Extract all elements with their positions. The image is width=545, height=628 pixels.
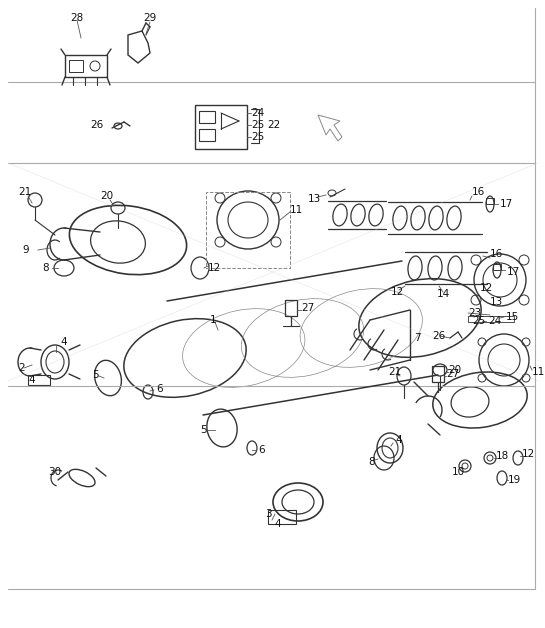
Bar	[493, 264, 501, 270]
Text: 30: 30	[48, 467, 61, 477]
Text: 4: 4	[395, 435, 402, 445]
Text: 13: 13	[490, 297, 503, 307]
Text: 13: 13	[308, 194, 321, 204]
Text: 4: 4	[60, 337, 66, 347]
Bar	[206, 192, 290, 268]
Bar	[486, 198, 494, 204]
Text: 12: 12	[522, 449, 535, 459]
Text: 26: 26	[432, 331, 445, 341]
Text: 14: 14	[437, 289, 450, 299]
Text: 6: 6	[156, 384, 162, 394]
Bar	[432, 366, 444, 382]
Bar	[65, 55, 107, 77]
Text: 26: 26	[90, 120, 103, 130]
Text: 20: 20	[100, 191, 113, 201]
Text: 12: 12	[391, 287, 404, 297]
Bar	[69, 60, 83, 72]
Text: 20: 20	[448, 365, 461, 375]
Text: 12: 12	[208, 263, 221, 273]
Text: 28: 28	[70, 13, 83, 23]
Text: 11: 11	[532, 367, 545, 377]
Text: 4: 4	[28, 375, 35, 385]
Text: 10: 10	[452, 467, 465, 477]
Text: 15: 15	[506, 312, 519, 322]
Text: 22: 22	[267, 120, 280, 130]
Text: 8: 8	[368, 457, 374, 467]
Text: 27: 27	[446, 369, 459, 379]
Text: 2: 2	[18, 363, 25, 373]
Text: 3: 3	[265, 509, 271, 519]
Text: 8: 8	[42, 263, 49, 273]
Text: 9: 9	[22, 245, 29, 255]
Text: 7: 7	[414, 333, 421, 343]
Text: 1: 1	[210, 315, 216, 325]
Text: 24: 24	[251, 108, 264, 118]
Text: 4: 4	[274, 519, 281, 529]
Text: 23: 23	[468, 308, 481, 318]
Text: 5: 5	[200, 425, 207, 435]
Bar	[268, 510, 296, 524]
Text: 12: 12	[480, 283, 493, 293]
Text: 25: 25	[472, 316, 485, 326]
Text: 21: 21	[388, 367, 401, 377]
Text: 16: 16	[472, 187, 485, 197]
Text: 25: 25	[251, 132, 264, 142]
Bar	[468, 316, 514, 322]
Text: 21: 21	[18, 187, 31, 197]
Bar	[195, 105, 247, 149]
Text: 16: 16	[490, 249, 503, 259]
Text: 18: 18	[496, 451, 509, 461]
Bar	[285, 300, 297, 316]
Text: 6: 6	[258, 445, 265, 455]
Bar	[28, 375, 50, 385]
Text: 19: 19	[508, 475, 521, 485]
Text: 24: 24	[488, 316, 501, 326]
Text: 29: 29	[143, 13, 156, 23]
Bar	[199, 129, 215, 141]
Text: 25: 25	[251, 120, 264, 130]
Text: 5: 5	[92, 370, 99, 380]
Bar	[199, 111, 215, 123]
Text: 17: 17	[500, 199, 513, 209]
Text: 11: 11	[290, 205, 303, 215]
Text: 27: 27	[301, 303, 314, 313]
Text: 17: 17	[507, 267, 520, 277]
